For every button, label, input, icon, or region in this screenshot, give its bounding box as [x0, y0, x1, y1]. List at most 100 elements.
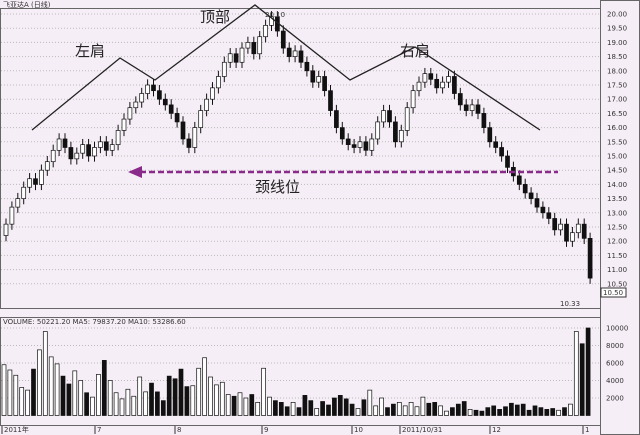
- volume-bar: [237, 392, 243, 416]
- volume-bar: [90, 396, 95, 416]
- volume-bar: [497, 409, 502, 416]
- volume-legend: VOLUME: 50221.20 MA5: 79837.20 MA10: 532…: [3, 318, 186, 326]
- volume-bar: [78, 380, 84, 416]
- volume-bar: [491, 405, 497, 416]
- volume-bar: [208, 376, 213, 416]
- volume-tick-label: 4000: [606, 377, 624, 385]
- volume-bar: [391, 403, 396, 416]
- candle-down: [233, 53, 239, 63]
- candle-down: [33, 178, 38, 185]
- volume-bar: [113, 392, 119, 416]
- time-tick-label: 2011年: [4, 425, 29, 434]
- volume-bar: [54, 363, 60, 416]
- price-tick-label: 13.50: [607, 195, 627, 203]
- volume-bar: [184, 386, 190, 416]
- volume-bar: [473, 409, 479, 416]
- volume-bar: [402, 405, 408, 416]
- volume-tick-label: 8000: [606, 342, 624, 350]
- volume-bar: [337, 395, 343, 416]
- volume-bar: [479, 410, 485, 416]
- volume-bar: [544, 409, 550, 416]
- candle-down: [62, 138, 68, 148]
- volume-bar: [278, 402, 284, 416]
- candle-up: [570, 232, 575, 242]
- price-tick-label: 13.00: [607, 209, 627, 217]
- volume-bar: [514, 404, 520, 416]
- candle-down: [251, 42, 257, 55]
- candle-down: [457, 93, 463, 106]
- candle-down: [298, 50, 304, 63]
- candle-up: [198, 110, 204, 128]
- candle-up: [221, 61, 227, 77]
- candle-down: [174, 113, 180, 123]
- candle-down: [463, 104, 469, 111]
- volume-bar: [520, 403, 526, 416]
- candle-down: [428, 73, 434, 80]
- candle-up: [416, 81, 422, 92]
- volume-bar: [320, 401, 325, 416]
- candle-up: [98, 141, 103, 148]
- candle-up: [292, 50, 298, 57]
- axis-panel-border: [600, 0, 640, 435]
- volume-bar: [579, 343, 585, 416]
- volume-bar: [137, 376, 143, 416]
- volume-bar: [13, 374, 19, 416]
- candle-down: [328, 90, 333, 111]
- volume-bar: [573, 331, 579, 416]
- candle-up: [316, 76, 322, 83]
- candle-up: [56, 138, 62, 151]
- volume-bar: [25, 389, 30, 416]
- candle-up: [227, 53, 233, 63]
- candle-down: [168, 104, 174, 114]
- volume-bar: [172, 378, 178, 416]
- time-tick-label: 7: [97, 426, 101, 434]
- volume-bar: [444, 410, 449, 416]
- candle-up: [139, 93, 145, 103]
- volume-bar: [550, 408, 556, 416]
- price-tick-label: 12.50: [607, 224, 627, 232]
- candle-down: [505, 155, 510, 168]
- candle-up: [440, 81, 445, 89]
- volume-bar: [1, 364, 7, 416]
- price-tick-label: 20.00: [607, 11, 627, 19]
- price-tick-label: 19.50: [607, 25, 627, 33]
- volume-bar: [119, 398, 125, 416]
- candle-down: [475, 104, 481, 114]
- candle-up: [127, 107, 133, 120]
- volume-bar: [414, 406, 420, 416]
- candle-up: [133, 101, 139, 109]
- volume-bar: [42, 331, 48, 416]
- volume-bar: [379, 397, 384, 416]
- candle-down: [493, 141, 499, 148]
- candle-up: [446, 76, 451, 83]
- candle-up: [204, 98, 209, 111]
- volume-bar: [60, 375, 66, 416]
- head-shoulders-outline: [31, 4, 541, 131]
- candle-down: [86, 144, 91, 157]
- volume-tick-label: 2000: [606, 395, 624, 403]
- volume-bar: [19, 387, 25, 416]
- candle-down: [564, 223, 569, 242]
- volume-bar: [367, 389, 373, 416]
- candle-down: [103, 141, 109, 151]
- volume-bar: [255, 402, 261, 416]
- volume-bar: [532, 405, 538, 416]
- candle-up: [9, 206, 15, 225]
- candle-up: [422, 73, 428, 83]
- volume-bar: [355, 408, 361, 416]
- volume-bar: [149, 382, 154, 416]
- neckline-label: 颈线位: [255, 178, 300, 196]
- head-label: 顶部: [200, 8, 230, 26]
- volume-bar: [160, 400, 166, 416]
- volume-bar: [66, 383, 72, 416]
- candle-down: [162, 98, 168, 106]
- price-tick-label: 16.50: [607, 110, 627, 118]
- volume-bar: [219, 381, 225, 416]
- candle-up: [44, 161, 50, 171]
- volume-bar: [326, 404, 331, 416]
- volume-bar: [585, 327, 591, 416]
- volume-bar: [202, 357, 207, 416]
- volume-bar: [267, 396, 272, 416]
- candle-up: [15, 198, 21, 208]
- candle-up: [216, 76, 221, 89]
